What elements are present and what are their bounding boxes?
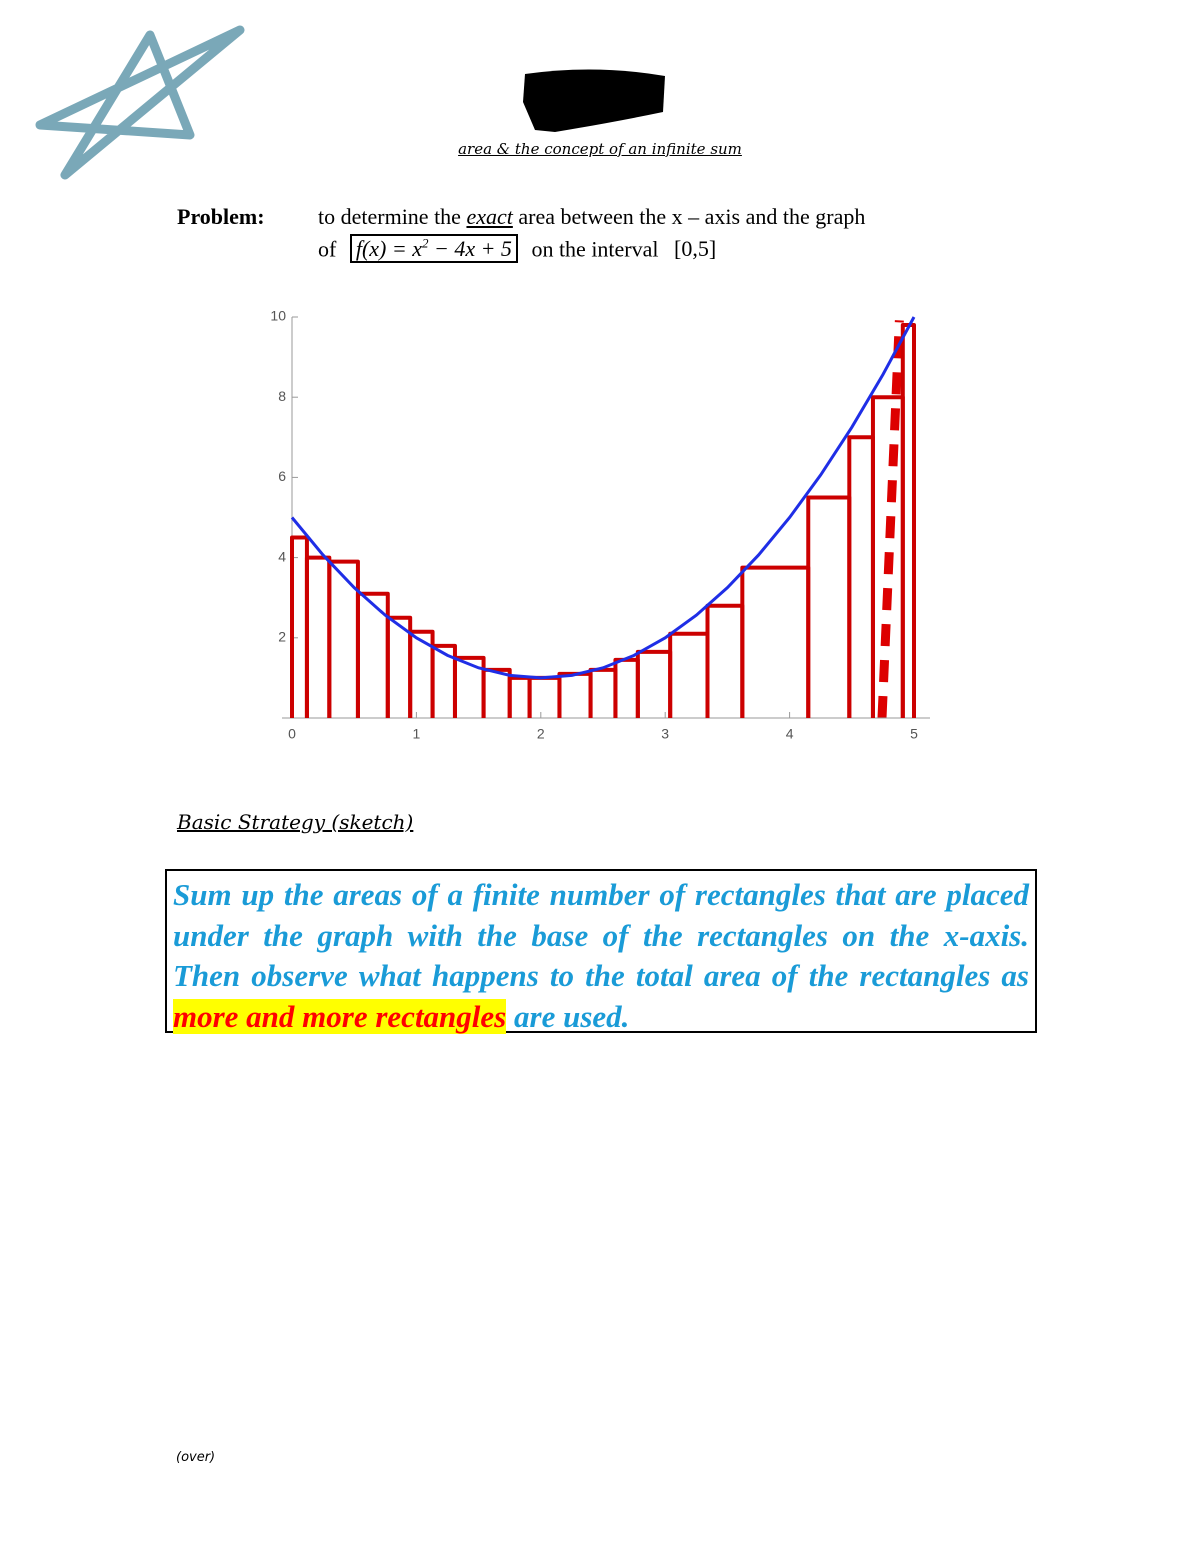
star-doodle [35, 25, 245, 180]
text: on the interval [531, 236, 659, 262]
rectangle [705, 603, 745, 718]
chart: 2 4 6 8 10 0 1 2 3 4 5 [270, 308, 930, 742]
problem-line-2: of f(x) = x2 − 4x + 5 on the interval [0… [318, 234, 717, 264]
rectangle [588, 667, 618, 718]
rectangle [806, 495, 852, 718]
text: to determine the [318, 204, 461, 229]
rectangle [481, 667, 512, 718]
x-tick-label: 3 [661, 726, 669, 742]
rectangle [527, 675, 562, 718]
rectangle [635, 649, 673, 718]
strategy-text: are used. [506, 998, 630, 1034]
formula-part: − 4x + 5 [428, 236, 512, 262]
interval: [0,5] [674, 236, 717, 262]
rectangle [290, 535, 309, 718]
rectangle [740, 565, 811, 718]
strategy-heading: Basic Strategy (sketch) [177, 810, 414, 834]
rectangle [613, 657, 640, 718]
y-tick-label: 10 [270, 308, 286, 324]
subtitle: area & the concept of an infinite sum [458, 140, 742, 158]
curve [290, 316, 916, 680]
formula-part: f(x) = x [355, 236, 422, 262]
rectangle [847, 435, 875, 718]
y-tick-label: 4 [278, 548, 286, 564]
formula-exponent: 2 [421, 236, 429, 251]
text: of [318, 236, 337, 262]
emphasis: exact [466, 204, 513, 229]
strategy-box: Sum up the areas of a finite number of r… [165, 869, 1037, 1034]
x-tick-label: 4 [786, 726, 794, 742]
strategy-text: Sum up the areas of a finite number of r… [173, 877, 1029, 993]
y-tick-label: 6 [278, 468, 286, 484]
y-tick-label: 8 [278, 388, 286, 404]
formula: f(x) = x2 − 4x + 5 [349, 234, 518, 264]
x-tick-label: 0 [288, 726, 296, 742]
rectangle [304, 555, 332, 718]
rectangle [507, 675, 532, 718]
highlight: more and more rectangles [173, 998, 507, 1034]
x-tick-label: 1 [413, 726, 421, 742]
text: x – axis and the graph [671, 204, 866, 229]
text: area between the [518, 204, 667, 229]
rectangle [900, 323, 916, 718]
problem-label: Problem: [177, 204, 265, 229]
footer-note: (over) [176, 1450, 216, 1465]
rectangle [385, 615, 413, 718]
x-tick-label: 5 [910, 726, 918, 742]
rectangle [668, 631, 710, 718]
problem-line-1: to determine the exact area between the … [318, 204, 865, 230]
redacted-title [523, 69, 665, 132]
rectangle [557, 671, 593, 718]
x-tick-label: 2 [537, 726, 545, 742]
y-tick-label: 2 [278, 629, 286, 645]
limit-sketch [877, 320, 904, 719]
